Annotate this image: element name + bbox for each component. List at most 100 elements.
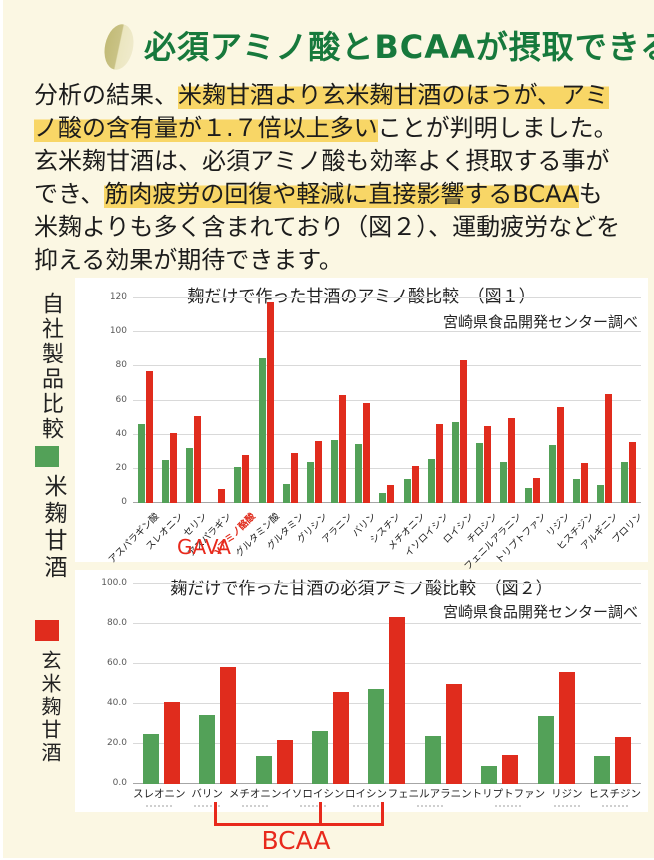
y-tick-label: 20.0: [106, 738, 127, 748]
bar: [234, 467, 242, 503]
bar: [572, 479, 580, 503]
bar-group: [585, 584, 641, 784]
text-segment: ことが判明しました。: [377, 114, 618, 142]
bar: [312, 731, 329, 784]
bar: [460, 359, 468, 503]
y-tick-label: 60: [115, 394, 127, 405]
x-axis-line: 0: [121, 497, 641, 507]
bar: [508, 417, 516, 503]
gridline: 80.0: [107, 618, 641, 628]
bar-group: [157, 298, 181, 503]
text-segment: も米麹よりも多く含まれており（図２）、運動疲労などを抑える効果が期待できます。: [34, 180, 621, 274]
bcaa-bracket-tick: [319, 802, 322, 823]
gridline: 60: [116, 395, 641, 405]
bars-layer: [133, 298, 641, 503]
bar: [597, 485, 605, 503]
bar: [255, 756, 272, 784]
bar: [142, 734, 159, 784]
x-tick-sublabel-marks: [352, 805, 379, 807]
bar: [368, 689, 385, 784]
y-tick-label: 20: [115, 462, 127, 473]
x-tick-sublabel-marks: [553, 805, 580, 807]
bar-group: [189, 584, 245, 784]
legend-swatch-genmai: [35, 620, 59, 641]
y-tick-label: 0.0: [112, 778, 127, 788]
bar-group: [375, 298, 399, 503]
bar: [621, 462, 629, 503]
bar: [424, 736, 441, 784]
bar: [537, 716, 554, 784]
bar-group: [278, 298, 302, 503]
bar: [435, 424, 443, 503]
bar-group: [181, 298, 205, 503]
chart-figure2: 麹だけで作った甘酒の必須アミノ酸比較 （図２） 宮崎県食品開発センター調べ 0.…: [75, 570, 648, 812]
y-tick-label: 80.0: [106, 618, 127, 628]
x-tick-label: スレオニン: [133, 786, 186, 812]
legend-swatch-kome: [35, 446, 59, 467]
bar: [355, 444, 363, 503]
chart-figure1: 麹だけで作った甘酒のアミノ酸比較 （図１） 宮崎県食品開発センター調べ 0 20 4…: [75, 278, 648, 573]
text-segment: 分析の結果、: [34, 81, 178, 109]
bar-group: [447, 298, 471, 503]
bcaa-annotation: BCAA: [261, 826, 331, 855]
bar: [306, 462, 314, 503]
chart1-plot: 0 20 40 60 80 100 120: [110, 292, 641, 507]
bcaa-bracket: [214, 802, 384, 826]
bar-group: [246, 584, 302, 784]
y-tick-label: 40.0: [106, 698, 127, 708]
x-tick-label: ロイシン: [344, 786, 387, 812]
gava-annotation: GAVA: [177, 535, 231, 559]
x-tick-label: バリン: [186, 786, 229, 812]
gridline: 40.0: [107, 698, 641, 708]
bar: [185, 448, 193, 503]
bar-group: [496, 298, 520, 503]
bar-group: [327, 298, 351, 503]
x-tick-label: フェニルアラニン: [388, 786, 472, 812]
bar-group: [472, 584, 528, 784]
bar-group: [399, 298, 423, 503]
sidebar-title: 自社製品比較: [38, 292, 63, 442]
y-tick-label: 80: [115, 360, 127, 371]
bar-group: [544, 298, 568, 503]
bar: [276, 740, 293, 784]
gridline: 100: [110, 326, 641, 336]
legend-label-genmai: 玄米麹甘酒: [38, 650, 62, 765]
bar-group: [415, 584, 471, 784]
header: 必須アミノ酸とBCAAが摂取できる: [0, 0, 654, 80]
bar: [220, 667, 237, 784]
y-tick-label: 120: [109, 292, 127, 302]
bar: [532, 478, 540, 503]
bar: [615, 737, 632, 784]
bar-group: [528, 584, 584, 784]
text-segment: 玄米麹甘酒は、必須アミノ酸も効率よく摂取する事ができ、: [34, 147, 610, 208]
bar: [445, 684, 462, 784]
page-edge-left: [0, 0, 3, 860]
x-tick-label: ヒスチジン: [588, 786, 641, 812]
bar: [484, 426, 492, 503]
chart2-source: 宮崎県食品開発センター調べ: [442, 603, 638, 621]
bar: [242, 455, 250, 503]
page-title: 必須アミノ酸とBCAAが摂取できる: [144, 28, 654, 66]
y-tick-label: 60.0: [106, 658, 127, 668]
bar: [452, 421, 460, 503]
page-edge-bottom: [0, 858, 654, 860]
bar: [163, 702, 180, 784]
bar: [282, 484, 290, 503]
bar: [594, 756, 611, 784]
bar-group: [617, 298, 641, 503]
y-tick-label: 40: [115, 428, 127, 439]
bar: [476, 443, 484, 503]
bar: [387, 485, 395, 503]
y-tick-label: 0: [121, 497, 127, 507]
bar: [363, 403, 371, 503]
x-tick-label: イソロイシン: [281, 786, 344, 812]
bar: [548, 444, 556, 503]
bar: [169, 432, 177, 503]
bar: [290, 453, 298, 503]
bar: [339, 394, 347, 503]
bar: [427, 458, 435, 503]
chart2-title: 麹だけで作った甘酒の必須アミノ酸比較 （図２）: [170, 579, 553, 599]
y-tick-label: 100: [109, 326, 127, 337]
gridline: 60.0: [107, 658, 641, 668]
x-tick-sublabel-marks: [416, 805, 443, 807]
